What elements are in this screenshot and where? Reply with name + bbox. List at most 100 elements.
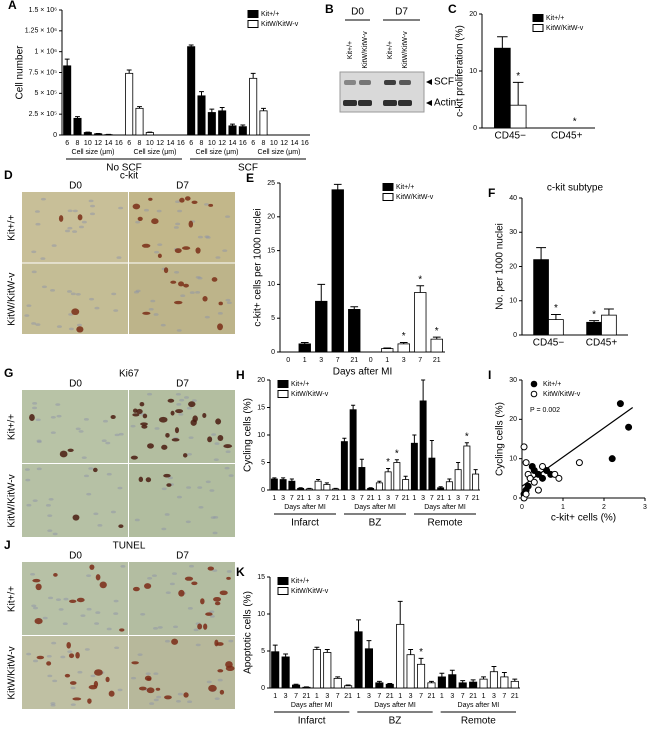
stained-cell — [36, 655, 45, 660]
x-tick-label: 1 — [412, 495, 416, 502]
blot-lane-label: KitW/KitW-v — [362, 31, 369, 69]
bar — [305, 488, 313, 491]
stained-cell — [200, 598, 205, 605]
nucleus — [212, 531, 218, 535]
stained-cell — [211, 277, 218, 282]
nucleus — [145, 672, 151, 675]
error-bar — [359, 458, 364, 468]
stained-cell — [132, 203, 141, 210]
blot-band — [359, 80, 371, 85]
y-tick-label: 15 — [257, 574, 265, 581]
scatter-point — [524, 482, 532, 490]
nucleus — [174, 270, 180, 274]
blot-lane-label: Kit+/+ — [347, 41, 354, 59]
scatter-point — [522, 490, 530, 498]
legend-label: Kit+/+ — [543, 381, 561, 388]
nucleus — [89, 297, 95, 301]
panel-letter: D — [4, 168, 13, 182]
bar — [135, 107, 144, 136]
nucleus — [180, 294, 186, 297]
x-tick-label: 14 — [229, 140, 237, 147]
nucleus — [188, 436, 194, 439]
blot-band-label: SCF — [434, 77, 454, 88]
x-tick-label: 6 — [251, 140, 255, 147]
stained-cell — [174, 300, 183, 305]
image-title: TUNEL — [113, 541, 146, 552]
legend-label: Kit+/+ — [546, 15, 564, 22]
nucleus — [70, 292, 76, 296]
x-tick-label: 1 — [440, 693, 444, 700]
legend-label: KitW/KitW-v — [396, 194, 434, 201]
nucleus — [75, 427, 81, 431]
nucleus — [50, 703, 56, 707]
nucleus — [56, 414, 62, 418]
bar — [494, 47, 511, 129]
legend-swatch — [382, 193, 394, 201]
nucleus — [67, 209, 73, 213]
nucleus — [140, 612, 146, 616]
blot-band — [358, 100, 372, 106]
x-tick-label: 3 — [402, 357, 406, 364]
bar — [472, 473, 480, 491]
stained-cell — [164, 695, 172, 700]
error-bar — [219, 107, 225, 111]
x-tick-label: 3 — [281, 495, 285, 502]
nucleus — [76, 323, 82, 327]
nucleus — [187, 607, 193, 610]
stained-cell — [139, 402, 145, 407]
x-tick-label: 16 — [301, 140, 309, 147]
stained-cell — [174, 427, 180, 434]
error-bar — [188, 44, 194, 47]
x-tick-label: CD45− — [533, 338, 565, 349]
error-bar — [501, 671, 507, 677]
x-tick-label: 8 — [138, 140, 142, 147]
bar — [281, 656, 290, 689]
y-tick-label: 0 — [513, 495, 517, 502]
y-tick-label: 0 — [473, 125, 477, 132]
scatter-point — [534, 470, 542, 478]
nucleus — [26, 503, 32, 507]
x-tick-label: 21 — [472, 495, 480, 502]
nucleus — [114, 433, 120, 437]
error-bar — [345, 684, 351, 686]
x-tick-label: 12 — [280, 140, 288, 147]
x-tick-label: 14 — [291, 140, 299, 147]
legend-label: Kit+/+ — [291, 381, 309, 388]
significance-star: * — [402, 331, 406, 342]
nucleus — [175, 222, 181, 226]
panel-letter: B — [325, 2, 334, 16]
y-axis-label: Cell number — [15, 45, 26, 100]
nucleus — [93, 512, 99, 516]
nucleus — [173, 226, 179, 229]
stained-cell — [138, 476, 144, 483]
nucleus — [169, 582, 175, 586]
x-tick-label: 3 — [316, 495, 320, 502]
y-tick-label: 1.5 × 10⁶ — [29, 7, 57, 14]
nucleus — [34, 210, 40, 213]
nucleus — [193, 628, 199, 632]
x-tick-label: 1 — [482, 693, 486, 700]
y-tick-label: 10 — [509, 298, 517, 305]
stained-cell — [161, 444, 168, 450]
y-tick-label: 15 — [257, 404, 265, 411]
x-tick-label: 21 — [437, 495, 445, 502]
group-label: BZ — [389, 716, 402, 727]
bar — [187, 46, 196, 136]
x-tick-label: 3 — [325, 693, 329, 700]
x-tick-label: 3 — [450, 693, 454, 700]
stained-cell — [130, 455, 138, 460]
stained-cell — [132, 586, 140, 592]
scatter-point — [534, 486, 542, 494]
significance-star: * — [573, 117, 577, 128]
stained-cell — [223, 444, 233, 449]
nucleus — [70, 686, 76, 690]
subgroup-label: Days after MI — [458, 702, 500, 709]
nucleus — [204, 203, 210, 206]
legend-label: KitW/KitW-v — [546, 25, 584, 32]
error-bar — [272, 644, 278, 652]
x-tick-label: 10 — [208, 140, 216, 147]
stained-cell — [178, 589, 185, 597]
stained-cell — [205, 612, 213, 616]
y-tick-label: 20 — [469, 11, 477, 18]
x-tick-label: 21 — [332, 495, 340, 502]
